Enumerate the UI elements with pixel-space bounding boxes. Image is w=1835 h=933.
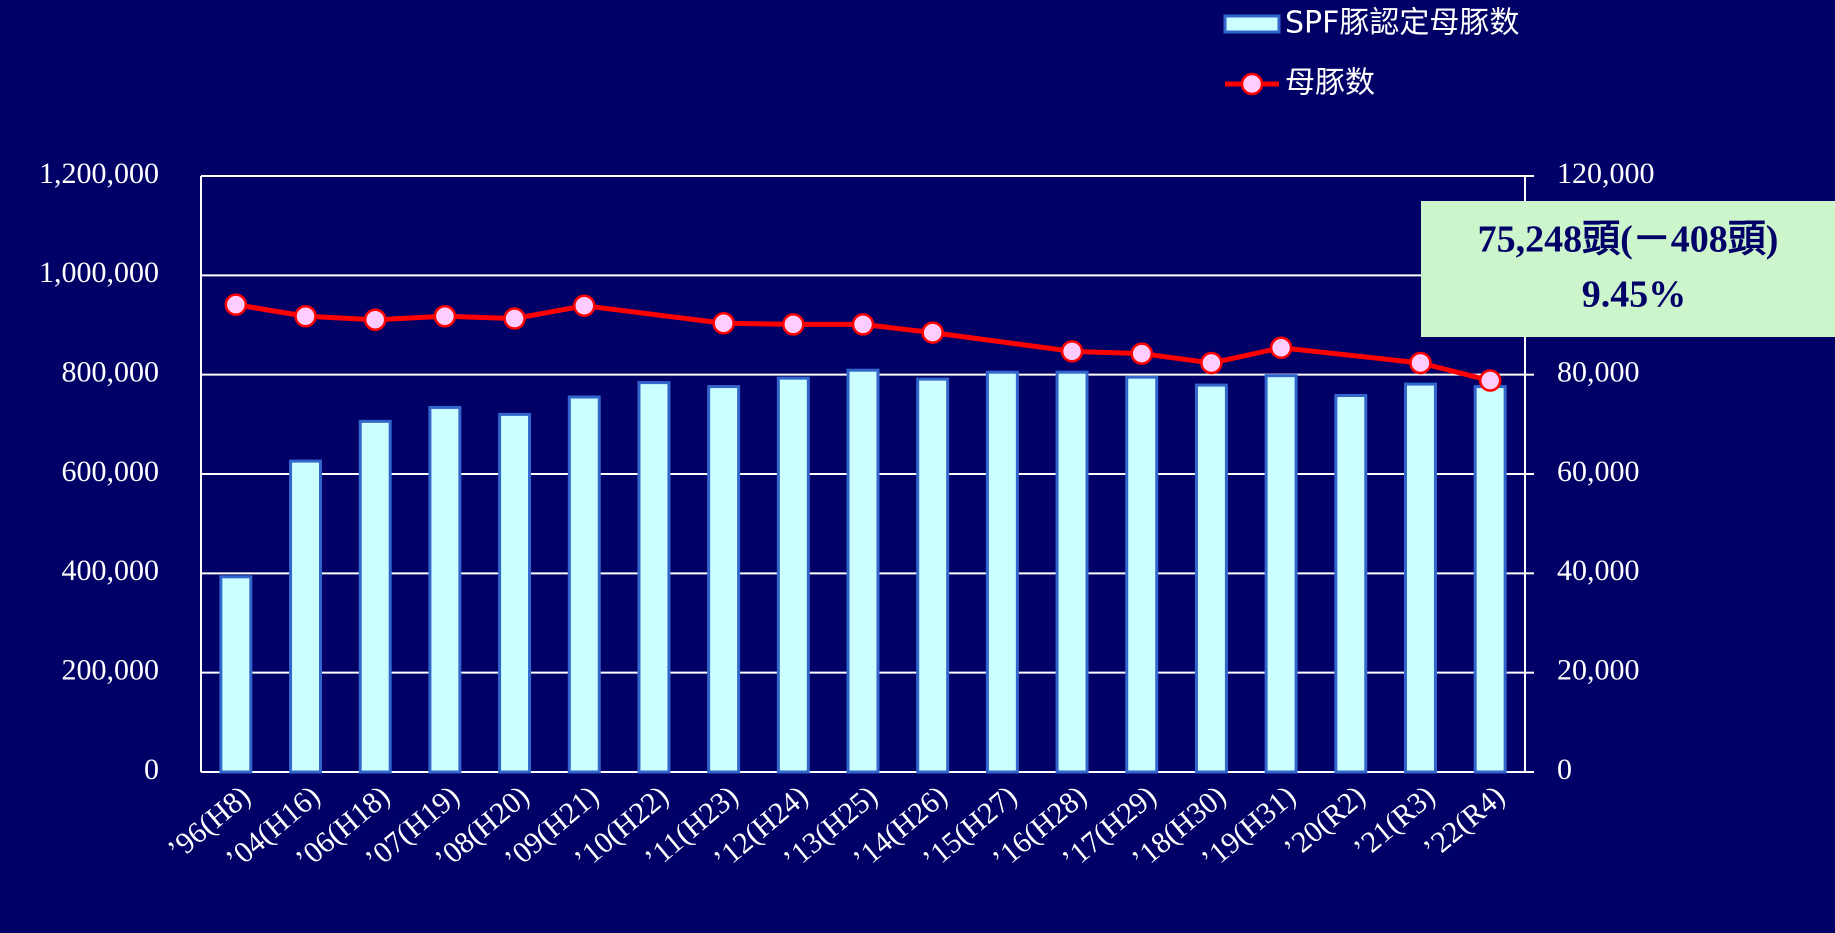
y-tick-label: 600,000 bbox=[62, 455, 160, 488]
bar bbox=[846, 368, 880, 774]
bar bbox=[1473, 385, 1507, 774]
line-marker bbox=[433, 305, 457, 328]
line-segment bbox=[932, 330, 1073, 354]
line-marker bbox=[363, 308, 387, 331]
y-tick-label: 400,000 bbox=[62, 554, 160, 587]
line-segment bbox=[1141, 351, 1212, 366]
y-tick-label: 1,000,000 bbox=[39, 256, 159, 289]
bar bbox=[428, 405, 462, 774]
y2-tick-label: 120,000 bbox=[1557, 157, 1655, 190]
line-segment bbox=[1210, 345, 1282, 366]
legend-marker bbox=[1240, 72, 1264, 96]
annotation-text: 9.45% bbox=[1582, 274, 1687, 316]
line-marker bbox=[1130, 342, 1153, 365]
bar bbox=[498, 412, 532, 774]
line-marker bbox=[712, 312, 735, 335]
y-tick-label: 200,000 bbox=[62, 654, 160, 687]
line-marker bbox=[503, 307, 526, 330]
line-segment bbox=[514, 303, 585, 322]
line-marker bbox=[851, 313, 875, 336]
bar bbox=[776, 376, 810, 774]
line-marker bbox=[224, 293, 248, 316]
y-tick-label: 0 bbox=[144, 753, 159, 786]
bar bbox=[637, 381, 671, 774]
y2-tick-label: 40,000 bbox=[1557, 554, 1640, 587]
bar bbox=[985, 370, 1019, 774]
legend-swatch bbox=[1223, 14, 1281, 34]
line-marker bbox=[573, 294, 596, 317]
bar bbox=[916, 377, 950, 774]
y2-tick-label: 20,000 bbox=[1557, 654, 1640, 687]
bar bbox=[1125, 375, 1159, 774]
line-marker bbox=[1060, 340, 1084, 363]
line-segment bbox=[583, 303, 724, 326]
bar bbox=[1194, 383, 1228, 774]
annotation-text: 75,248頭(－408頭) bbox=[1478, 219, 1779, 261]
legend-label: SPF豚認定母豚数 bbox=[1285, 6, 1519, 41]
line-segment bbox=[235, 302, 306, 319]
y2-tick-label: 80,000 bbox=[1557, 356, 1640, 389]
annotation-box bbox=[1421, 201, 1835, 337]
line-marker bbox=[1409, 351, 1432, 375]
line-marker bbox=[1200, 351, 1223, 375]
line-segment bbox=[1071, 348, 1142, 357]
bar bbox=[567, 395, 601, 774]
line-marker bbox=[921, 321, 944, 344]
x-tick-label: ’22(R4) bbox=[1417, 779, 1511, 865]
line-segment bbox=[375, 313, 446, 323]
line-marker bbox=[1478, 369, 1502, 392]
line-marker bbox=[782, 313, 805, 336]
line-marker bbox=[1269, 336, 1293, 360]
bar bbox=[1055, 370, 1089, 774]
line-segment bbox=[1419, 360, 1491, 383]
line-segment bbox=[862, 321, 933, 336]
bar bbox=[707, 385, 741, 774]
y2-tick-label: 0 bbox=[1557, 753, 1572, 786]
line-segment bbox=[444, 313, 515, 322]
bar bbox=[1403, 382, 1437, 774]
line-marker bbox=[294, 305, 317, 328]
bar bbox=[289, 459, 323, 774]
bar bbox=[1334, 394, 1368, 774]
bar bbox=[219, 575, 253, 774]
bar bbox=[358, 419, 392, 774]
legend-label: 母豚数 bbox=[1285, 66, 1375, 101]
line-segment bbox=[1280, 345, 1421, 366]
bar bbox=[1264, 374, 1298, 774]
y-tick-label: 1,200,000 bbox=[39, 157, 159, 190]
line-segment bbox=[723, 320, 794, 327]
y-tick-label: 800,000 bbox=[62, 356, 160, 389]
line-segment bbox=[305, 313, 376, 323]
y2-tick-label: 60,000 bbox=[1557, 455, 1640, 488]
